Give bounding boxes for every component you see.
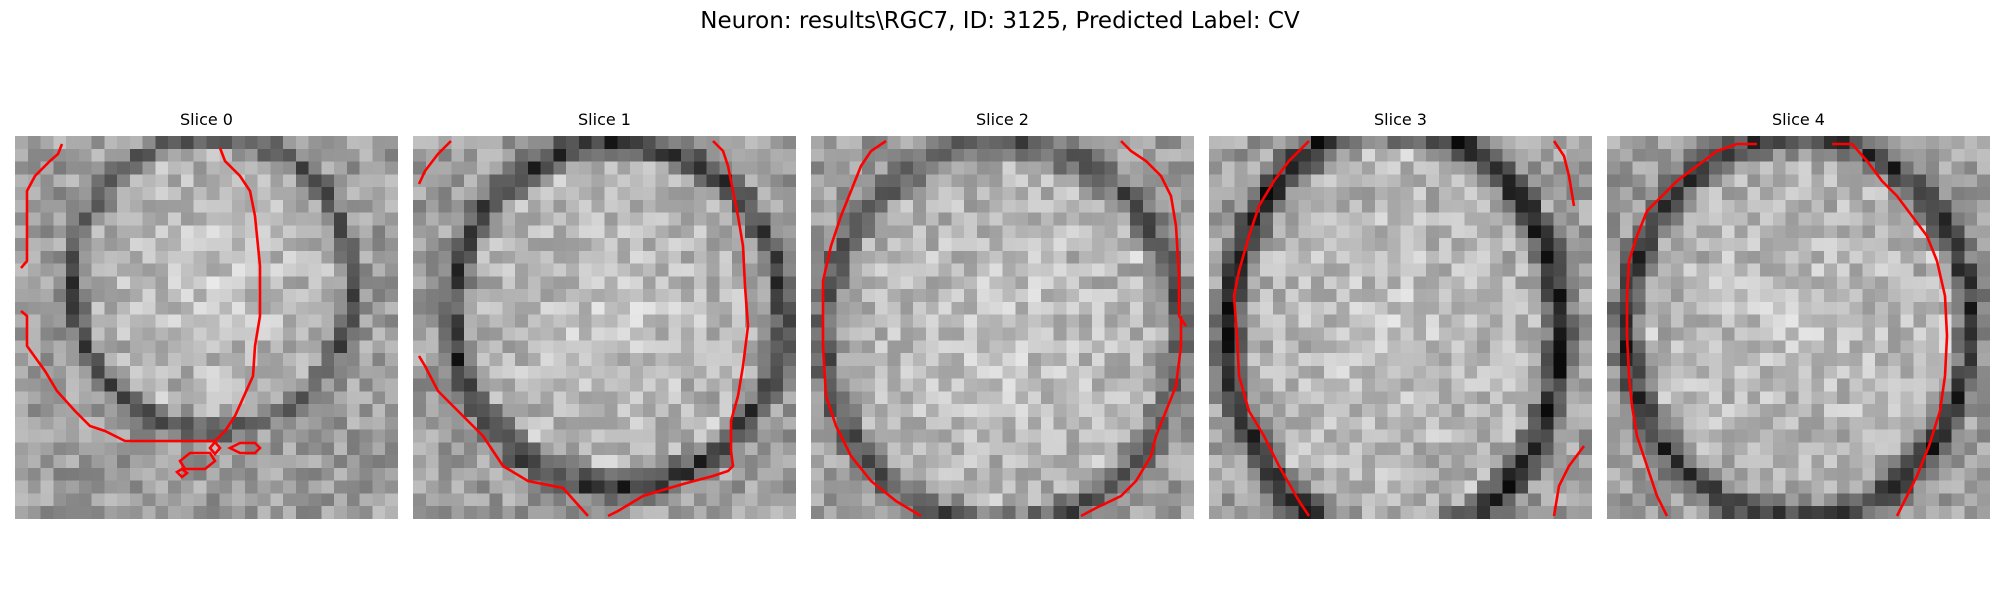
contour-line <box>417 140 452 185</box>
contour-line <box>227 441 262 455</box>
slice-title: Slice 0 <box>180 110 233 129</box>
slice-title: Slice 3 <box>1374 110 1427 129</box>
contour-line <box>1832 142 1949 517</box>
contour-line <box>20 143 64 269</box>
contour-line <box>1552 140 1576 207</box>
contour-line <box>1625 142 1757 517</box>
contour-line <box>607 140 750 518</box>
contour-line <box>1120 140 1188 327</box>
slice-image <box>413 136 796 519</box>
contour-line <box>1552 445 1586 517</box>
slice-image <box>811 136 1194 519</box>
slice-image <box>1209 136 1592 519</box>
slice-image <box>1607 136 1990 519</box>
slice-panel-2: Slice 2 <box>811 110 1194 519</box>
contour-line <box>821 139 922 518</box>
slice-panel-0: Slice 0 <box>15 110 398 519</box>
contour-line <box>178 451 217 471</box>
contour-line <box>174 467 190 479</box>
slice-image <box>15 136 398 519</box>
contour-line <box>417 355 589 517</box>
slice-title: Slice 4 <box>1772 110 1825 129</box>
contour-line <box>1080 316 1183 518</box>
slice-title: Slice 2 <box>976 110 1029 129</box>
contour-line <box>20 147 262 443</box>
figure-title: Neuron: results\RGC7, ID: 3125, Predicte… <box>700 8 1300 34</box>
slice-panel-4: Slice 4 <box>1607 110 1990 519</box>
contour-line <box>1232 140 1311 517</box>
slice-panel-1: Slice 1 <box>413 110 796 519</box>
slice-panel-3: Slice 3 <box>1209 110 1592 519</box>
contour-line <box>208 439 222 457</box>
slice-title: Slice 1 <box>578 110 631 129</box>
